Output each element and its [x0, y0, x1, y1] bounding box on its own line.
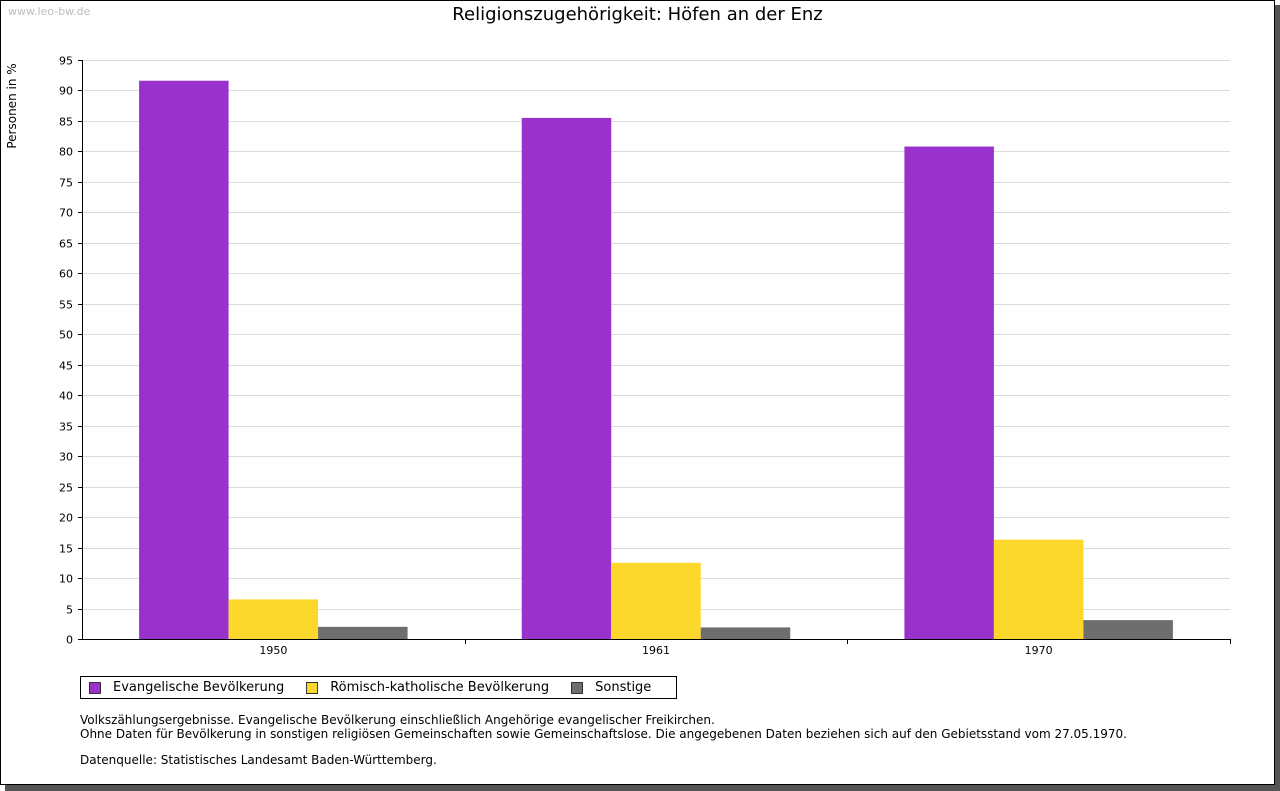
legend-label: Römisch-katholische Bevölkerung	[330, 680, 550, 695]
note-line-1: Volkszählungsergebnisse. Evangelische Be…	[80, 713, 715, 727]
bars	[139, 80, 1173, 639]
bar-chart: 0 5 10 15 20 25 30 35 40 45 50 55 60 65 70 75 80 85 90 95 19…	[5, 55, 1231, 657]
y-tick-label: 70	[59, 207, 73, 220]
y-tick-label: 90	[59, 85, 73, 98]
y-tick-label: 95	[59, 55, 73, 68]
note-line-2: Ohne Daten für Bevölkerung in sonstigen …	[80, 727, 1127, 741]
y-tick-label: 85	[59, 116, 73, 129]
legend-swatch	[306, 681, 319, 694]
legend-swatch	[89, 681, 101, 694]
chart-title: Religionszugehörigkeit: Höfen an der Enz	[452, 4, 823, 25]
legend-item: Sonstige	[571, 680, 651, 695]
bar	[139, 80, 229, 639]
y-tick-label: 80	[59, 146, 73, 159]
y-axis-label: Personen in %	[5, 63, 19, 148]
y-tick-label: 5	[66, 604, 73, 617]
y-tick-label: 65	[59, 238, 73, 251]
bar	[611, 562, 701, 639]
y-tick-label: 50	[59, 329, 73, 342]
bar	[318, 626, 408, 639]
y-tick-label: 40	[59, 390, 73, 403]
bar	[228, 599, 319, 639]
legend: Evangelische Bevölkerung Römisch-katholis…	[80, 676, 677, 699]
y-tick-label: 25	[59, 482, 73, 495]
grid-lines	[82, 60, 1230, 610]
frame-shadow-bottom	[5, 785, 1280, 791]
y-tick-label: 30	[59, 451, 73, 464]
bar	[904, 146, 994, 639]
y-tick-label: 45	[59, 360, 73, 373]
y-tick-label: 75	[59, 177, 73, 190]
frame-shadow-right	[1275, 5, 1280, 791]
legend-label: Evangelische Bevölkerung	[113, 680, 285, 695]
legend-swatch	[571, 681, 584, 694]
legend-label: Sonstige	[595, 680, 652, 695]
bar	[700, 627, 791, 639]
y-tick-label: 15	[59, 543, 73, 556]
legend-item: Römisch-katholische Bevölkerung	[306, 680, 549, 695]
x-tick-label: 1961	[642, 644, 670, 657]
y-tick-label: 55	[59, 299, 73, 312]
bar	[521, 117, 612, 639]
y-tick-label: 0	[66, 634, 73, 647]
watermark: www.leo-bw.de	[8, 5, 91, 18]
legend-item: Evangelische Bevölkerung	[89, 680, 284, 695]
axes: 0 5 10 15 20 25 30 35 40 45 50 55 60 65 70 75 80 85 90 95 19…	[59, 55, 1231, 657]
x-tick-label: 1950	[259, 644, 287, 657]
y-tick-label: 10	[59, 573, 73, 586]
bar	[993, 539, 1084, 639]
data-source: Datenquelle: Statistisches Landesamt Bad…	[80, 753, 437, 767]
bar	[1083, 620, 1173, 639]
y-tick-label: 35	[59, 421, 73, 434]
x-tick-label: 1970	[1025, 644, 1053, 657]
y-tick-label: 20	[59, 512, 73, 525]
y-tick-label: 60	[59, 268, 73, 281]
